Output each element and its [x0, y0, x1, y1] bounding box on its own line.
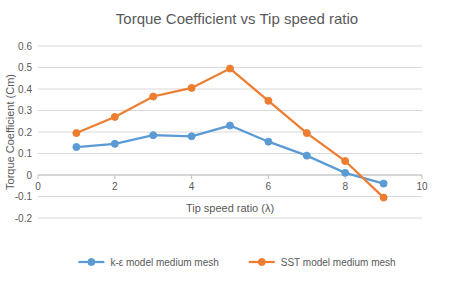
point — [188, 133, 195, 140]
series-line — [76, 69, 383, 198]
point — [111, 113, 118, 120]
point — [227, 122, 234, 129]
point — [303, 130, 310, 137]
y-tick-label: -0.1 — [15, 191, 33, 202]
y-tick-label: 0.5 — [18, 62, 32, 73]
legend-item: SST model medium mesh — [249, 257, 396, 268]
y-tick-label: 0.4 — [18, 84, 32, 95]
y-tick-label: 0 — [26, 170, 32, 181]
background — [0, 0, 474, 284]
x-tick — [422, 175, 423, 179]
y-tick-label: -0.2 — [15, 213, 33, 224]
point — [380, 194, 387, 201]
x-tick — [191, 175, 192, 179]
x-tick — [114, 175, 115, 179]
point — [227, 65, 234, 72]
x-tick — [268, 175, 269, 179]
x-tick-label: 8 — [342, 181, 348, 192]
grid-line — [38, 153, 422, 154]
point — [188, 84, 195, 91]
point — [73, 130, 80, 137]
plot-area — [73, 65, 387, 201]
grid-line — [38, 175, 422, 176]
point — [111, 140, 118, 147]
chart: Torque Coefficient vs Tip speed ratio -0.… — [0, 0, 474, 284]
legend-item: k-ε model medium mesh — [78, 257, 218, 268]
grid-line — [38, 110, 422, 111]
x-tick — [38, 175, 39, 179]
title: Torque Coefficient vs Tip speed ratio — [116, 10, 358, 27]
x-tick-label: 0 — [35, 181, 41, 192]
point — [150, 132, 157, 139]
legend: k-ε model medium mesh SST model medium me… — [78, 257, 395, 268]
point — [342, 158, 349, 165]
plot-edge — [38, 46, 39, 218]
legend-label: SST model medium mesh — [281, 257, 396, 268]
x-axis — [38, 175, 422, 176]
y-axis-title: Torque Coefficient (Cm) — [4, 74, 16, 190]
point — [380, 180, 387, 187]
y-tick-label: 0.1 — [18, 148, 32, 159]
point — [150, 93, 157, 100]
x-tick-label: 10 — [416, 181, 428, 192]
legend-label: k-ε model medium mesh — [110, 257, 218, 268]
grid-line — [38, 218, 422, 219]
grid-line — [38, 132, 422, 133]
legend-marker — [88, 259, 95, 266]
grid-line — [38, 196, 422, 197]
legend-marker — [258, 259, 265, 266]
point — [265, 97, 272, 104]
x-tick-label: 4 — [189, 181, 195, 192]
grid-line — [38, 89, 422, 90]
y-tick-label: 0.2 — [18, 127, 32, 138]
point — [342, 169, 349, 176]
point — [73, 144, 80, 151]
x-tick-label: 6 — [266, 181, 272, 192]
x-axis-title: Tip speed ratio (λ) — [186, 202, 274, 214]
y-tick-label: 0.6 — [18, 41, 32, 52]
grid-line — [38, 46, 422, 47]
x-tick-label: 2 — [112, 181, 118, 192]
point — [303, 152, 310, 159]
point — [265, 138, 272, 145]
y-tick-label: 0.3 — [18, 105, 32, 116]
